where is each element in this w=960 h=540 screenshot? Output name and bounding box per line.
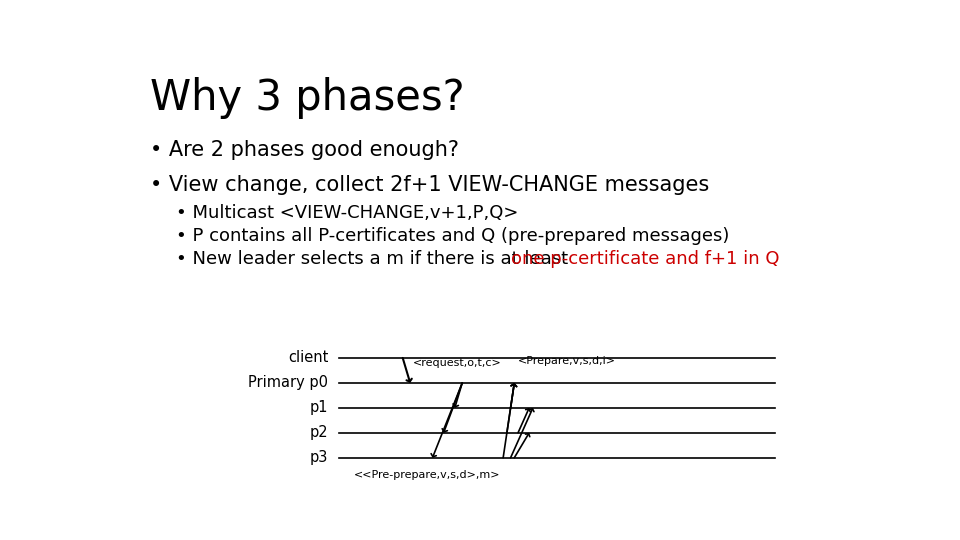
- Text: client: client: [288, 350, 328, 366]
- Text: • Are 2 phases good enough?: • Are 2 phases good enough?: [150, 140, 459, 160]
- Text: one p-certificate and f+1 in Q: one p-certificate and f+1 in Q: [512, 250, 780, 268]
- Text: <<Pre-prepare,v,s,d>,m>: <<Pre-prepare,v,s,d>,m>: [354, 470, 501, 480]
- Text: • View change, collect 2f+1 VIEW-CHANGE messages: • View change, collect 2f+1 VIEW-CHANGE …: [150, 175, 709, 195]
- Text: p2: p2: [310, 426, 328, 440]
- Text: p1: p1: [310, 400, 328, 415]
- Text: <request,o,t,c>: <request,o,t,c>: [413, 359, 501, 368]
- Text: Why 3 phases?: Why 3 phases?: [150, 77, 465, 119]
- Text: • New leader selects a m if there is at least: • New leader selects a m if there is at …: [176, 250, 574, 268]
- Text: Primary p0: Primary p0: [249, 375, 328, 390]
- Text: • P contains all P-certificates and Q (pre-prepared messages): • P contains all P-certificates and Q (p…: [176, 227, 730, 245]
- Text: p3: p3: [310, 450, 328, 465]
- Text: • Multicast <VIEW-CHANGE,v+1,P,Q>: • Multicast <VIEW-CHANGE,v+1,P,Q>: [176, 204, 518, 222]
- Text: <Prepare,v,s,d,i>: <Prepare,v,s,d,i>: [518, 356, 616, 366]
